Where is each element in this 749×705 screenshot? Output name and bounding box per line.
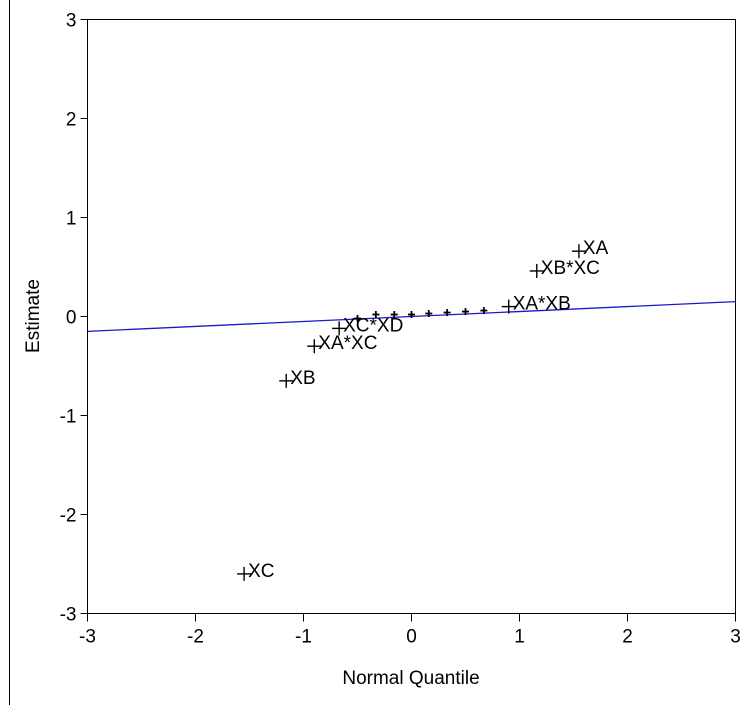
point-marker: [390, 311, 398, 319]
point-marker: [332, 321, 347, 336]
y-tick-label: 2: [66, 110, 77, 131]
y-tick-label: -2: [60, 506, 77, 527]
point-marker: [571, 244, 586, 259]
x-tick-label: -1: [295, 627, 312, 648]
point-label: XA*XC: [318, 333, 377, 354]
point-marker: [501, 299, 516, 314]
x-tick-label: 1: [514, 627, 525, 648]
point-marker: [354, 314, 361, 322]
point-marker: [279, 373, 294, 388]
point-label: XB*XC: [541, 258, 600, 279]
x-tick-label: 2: [622, 627, 633, 648]
point-marker: [425, 310, 433, 318]
x-axis-title: Normal Quantile: [342, 668, 479, 689]
y-tick-label: -1: [60, 407, 77, 428]
x-tick-label: 3: [730, 627, 741, 648]
point-marker: [462, 308, 469, 316]
y-tick-label: 0: [66, 308, 77, 329]
point-marker: [372, 311, 380, 319]
point-label: XA*XB: [513, 294, 571, 315]
y-axis-title: Estimate: [23, 279, 44, 353]
y-tick-label: -3: [60, 605, 77, 626]
x-tick-label: -2: [187, 627, 204, 648]
x-tick-label: -3: [79, 627, 96, 648]
point-label: XC: [248, 561, 274, 582]
y-tick-label: 1: [66, 209, 77, 230]
x-tick-label: 0: [406, 627, 417, 648]
point-marker: [443, 309, 451, 317]
point-label: XB: [290, 368, 315, 389]
point-label: XA: [583, 238, 609, 259]
point-marker: [237, 566, 252, 581]
point-marker: [480, 307, 488, 315]
x-axis: -3 -2 -1 0 1 2 3: [79, 613, 741, 648]
y-axis: -3 -2 -1 0 1 2 3: [60, 11, 88, 626]
point-marker: [408, 311, 415, 319]
point-marker: [307, 339, 322, 354]
y-tick-label: 3: [66, 11, 77, 32]
point-label: XC*XD: [343, 315, 403, 336]
point-marker: [529, 263, 544, 278]
